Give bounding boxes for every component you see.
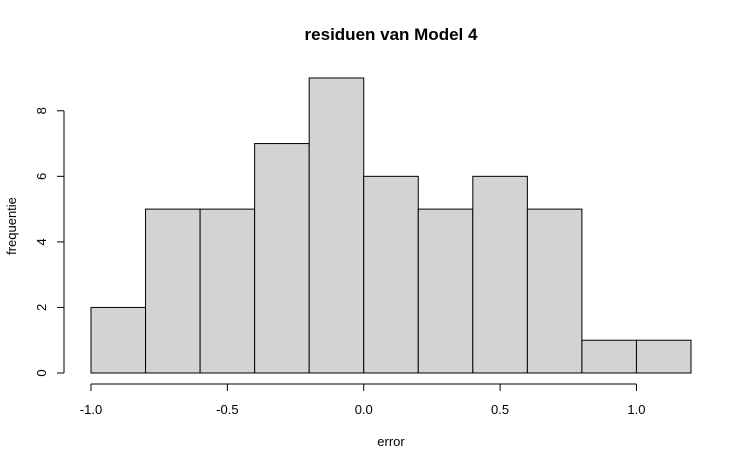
histogram-bar	[581, 339, 637, 374]
histogram-bar	[526, 208, 583, 374]
y-tick-label: 4	[34, 238, 49, 245]
x-tick-label: 0.5	[491, 402, 509, 417]
histogram-bar	[363, 175, 419, 374]
histogram-bar	[90, 306, 147, 374]
histogram-bar	[635, 339, 692, 374]
x-tick-label: -1.0	[80, 402, 102, 417]
histogram-bar	[417, 208, 474, 374]
y-tick-label: 8	[34, 107, 49, 114]
x-axis: -1.0 -0.5 0.0 0.5 1.0	[80, 383, 645, 417]
histogram-bar	[254, 143, 310, 374]
y-tick-label: 6	[34, 173, 49, 180]
histogram-bar	[145, 208, 201, 374]
x-tick-label: 1.0	[627, 402, 645, 417]
chart-title: residuen van Model 4	[305, 25, 478, 44]
y-axis-label: frequentie	[4, 197, 19, 255]
histogram-bar	[472, 175, 528, 374]
y-tick-label: 0	[34, 369, 49, 376]
y-axis: 0 2 4 6 8	[34, 107, 65, 377]
x-axis-label: error	[377, 434, 405, 449]
x-tick-label: -0.5	[216, 402, 238, 417]
histogram-bar	[308, 77, 365, 374]
histogram-bar	[199, 208, 256, 374]
y-tick-label: 2	[34, 304, 49, 311]
bars-group	[90, 77, 692, 374]
x-tick-label: 0.0	[355, 402, 373, 417]
